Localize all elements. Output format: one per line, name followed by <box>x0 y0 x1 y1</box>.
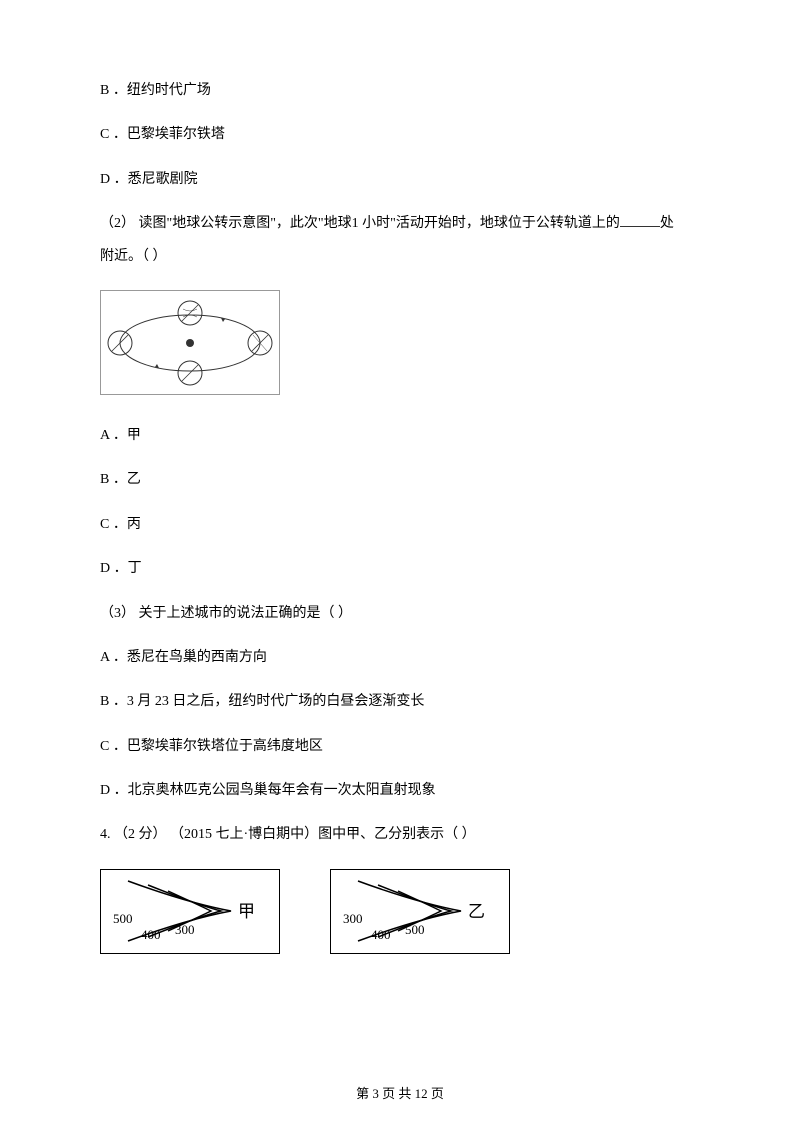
orbit-svg-icon <box>105 295 275 390</box>
q2-option-d: D ．丁 <box>90 558 710 580</box>
page-footer: 第 3 页 共 12 页 <box>0 1083 800 1102</box>
q2-option-b: B ．乙 <box>90 469 710 491</box>
q3-option-b: B ．3 月 23 日之后，纽约时代广场的白昼会逐渐变长 <box>90 691 710 713</box>
contour2-v3: 500 <box>405 922 425 937</box>
q2-prefix: （2） 读图"地球公转示意图"，此次"地球1 小时"活动开始时，地球位于公转轨道… <box>100 216 620 231</box>
contour-figures: 500 400 300 甲 300 400 500 乙 <box>100 869 710 954</box>
contour2-v2: 400 <box>371 927 391 942</box>
contour2-v1: 300 <box>343 911 363 926</box>
contour-box-2: 300 400 500 乙 <box>330 869 510 954</box>
q2-option-a: A ．甲 <box>90 425 710 447</box>
question-3: （3） 关于上述城市的说法正确的是（ ） <box>90 603 710 625</box>
contour-svg-1-icon: 500 400 300 甲 <box>103 871 278 951</box>
q3-option-d: D ．北京奥林匹克公园鸟巢每年会有一次太阳直射现象 <box>90 780 710 802</box>
contour-box-1: 500 400 300 甲 <box>100 869 280 954</box>
blank-fill <box>620 213 660 227</box>
contour1-v3: 300 <box>175 922 195 937</box>
contour1-label: 甲 <box>238 902 255 921</box>
q3-option-c: C ．巴黎埃菲尔铁塔位于高纬度地区 <box>90 736 710 758</box>
orbit-diagram <box>100 290 280 395</box>
contour2-label: 乙 <box>468 902 485 921</box>
q2-line2: 附近。（ ） <box>100 246 710 268</box>
contour1-v2: 400 <box>141 927 161 942</box>
q2-option-c: C ．丙 <box>90 514 710 536</box>
page-content: B ．纽约时代广场 C ．巴黎埃菲尔铁塔 D ．悉尼歌剧院 （2） 读图"地球公… <box>90 80 710 954</box>
option-b-top: B ．纽约时代广场 <box>90 80 710 102</box>
contour1-v1: 500 <box>113 911 133 926</box>
option-d-top: D ．悉尼歌剧院 <box>90 169 710 191</box>
option-c-top: C ．巴黎埃菲尔铁塔 <box>90 124 710 146</box>
q3-option-a: A ．悉尼在鸟巢的西南方向 <box>90 647 710 669</box>
q2-suffix: 处 <box>660 216 674 231</box>
question-4: 4. （2 分） （2015 七上·博白期中）图中甲、乙分别表示（ ） <box>90 824 710 846</box>
question-2: （2） 读图"地球公转示意图"，此次"地球1 小时"活动开始时，地球位于公转轨道… <box>90 213 710 268</box>
contour-svg-2-icon: 300 400 500 乙 <box>333 871 508 951</box>
